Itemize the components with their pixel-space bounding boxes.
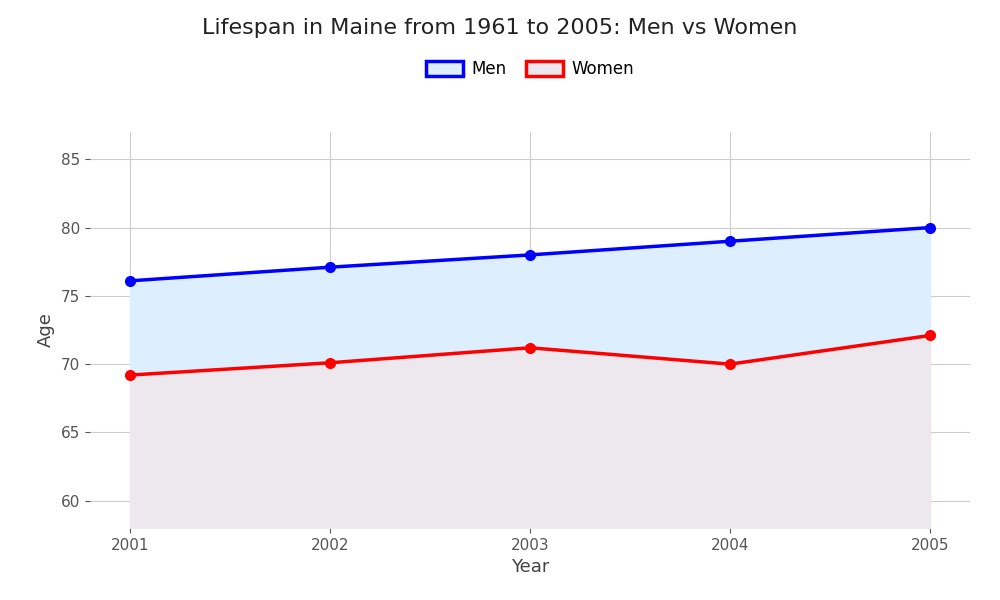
Text: Lifespan in Maine from 1961 to 2005: Men vs Women: Lifespan in Maine from 1961 to 2005: Men… — [202, 18, 798, 38]
Y-axis label: Age: Age — [37, 313, 55, 347]
X-axis label: Year: Year — [511, 558, 549, 576]
Legend: Men, Women: Men, Women — [419, 53, 641, 85]
